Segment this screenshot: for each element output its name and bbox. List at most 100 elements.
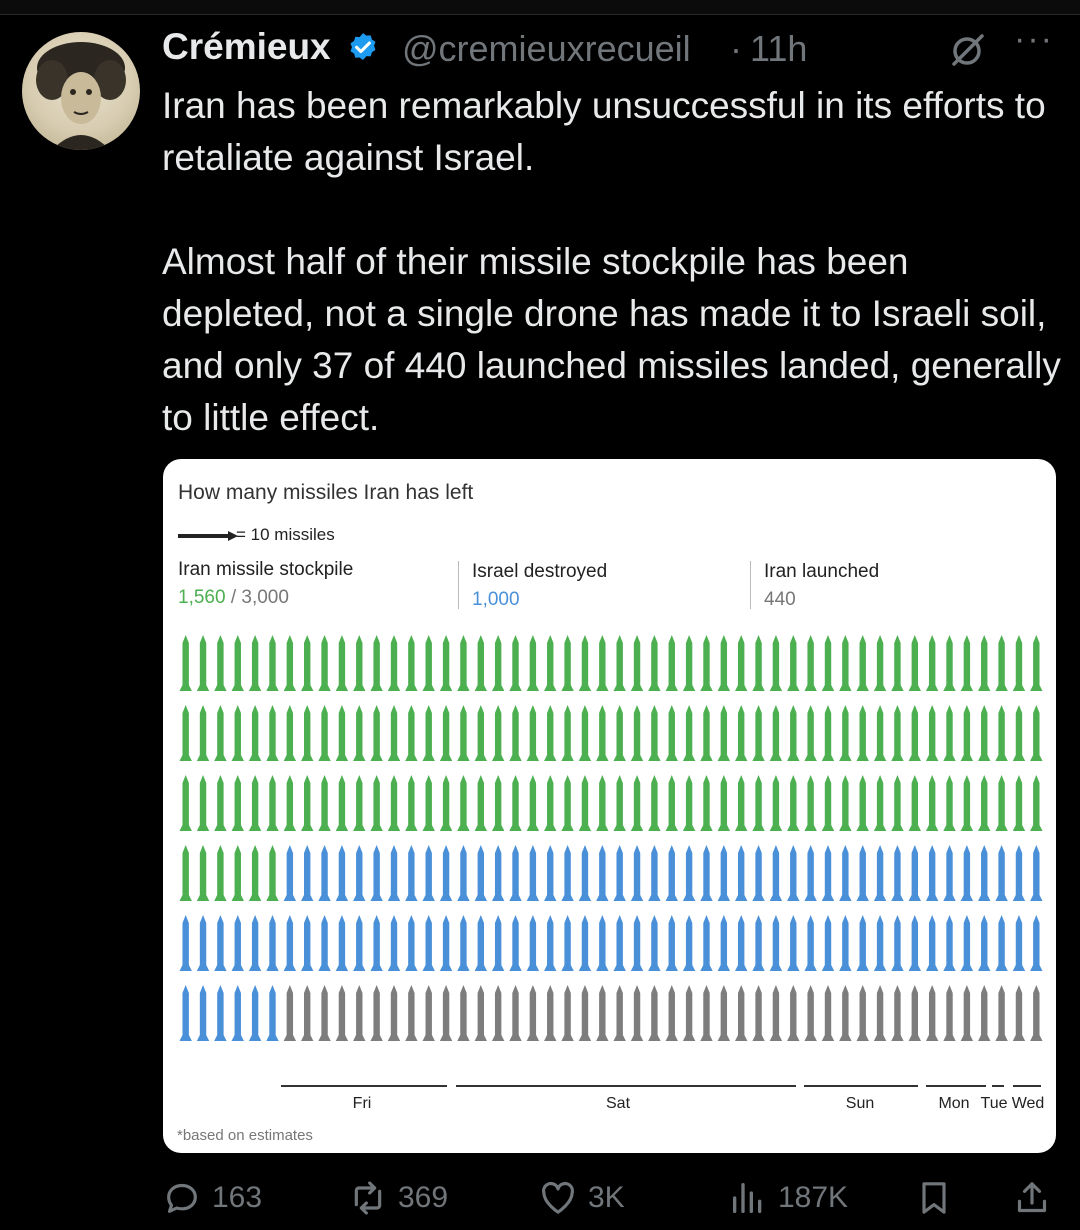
missile-destroyed xyxy=(891,845,904,901)
missile-stockpile xyxy=(248,705,262,761)
missile-destroyed xyxy=(995,845,1008,901)
missile-destroyed xyxy=(509,845,522,901)
missile-stockpile xyxy=(422,705,435,761)
missile-stockpile xyxy=(839,775,852,831)
missile-destroyed xyxy=(387,915,401,971)
missile-launched xyxy=(943,985,956,1041)
missile-destroyed xyxy=(248,985,262,1041)
missile-destroyed xyxy=(613,845,626,901)
missile-destroyed xyxy=(995,915,1008,971)
destroyed-column: Israel destroyed 1,000 xyxy=(458,561,607,610)
missile-destroyed xyxy=(283,915,297,971)
missile-destroyed xyxy=(439,915,453,971)
repost-button[interactable]: 369 xyxy=(348,1175,448,1221)
tweet-paragraph: Iran has been remarkably unsuccessful in… xyxy=(162,85,1046,178)
missile-stockpile xyxy=(648,775,661,831)
day-span-sun xyxy=(804,1085,918,1087)
missile-destroyed xyxy=(457,845,470,901)
bookmark-button[interactable] xyxy=(914,1175,954,1221)
missile-destroyed xyxy=(1030,845,1043,901)
missile-stockpile xyxy=(370,635,383,691)
missile-stockpile xyxy=(856,705,869,761)
missile-stockpile xyxy=(804,775,817,831)
missile-stockpile xyxy=(474,705,487,761)
missile-destroyed xyxy=(474,845,487,901)
missile-stockpile xyxy=(387,705,401,761)
missile-stockpile xyxy=(405,705,418,761)
chart-title: How many missiles Iran has left xyxy=(178,481,474,504)
missile-stockpile xyxy=(700,705,713,761)
author-name[interactable]: Crémieux xyxy=(162,26,331,67)
launched-label: Iran launched xyxy=(764,561,880,582)
missile-stockpile xyxy=(873,775,887,831)
missile-stockpile xyxy=(422,635,435,691)
missile-stockpile xyxy=(943,635,956,691)
missile-destroyed xyxy=(509,915,522,971)
like-button[interactable]: 3K xyxy=(538,1175,625,1221)
missile-destroyed xyxy=(283,845,297,901)
missile-launched xyxy=(526,985,540,1041)
missile-stockpile xyxy=(752,705,765,761)
missile-destroyed xyxy=(1030,915,1043,971)
missile-launched xyxy=(769,985,783,1041)
missile-launched xyxy=(1012,985,1026,1041)
missile-destroyed xyxy=(821,915,835,971)
missile-stockpile xyxy=(196,635,210,691)
missile-destroyed xyxy=(717,845,731,901)
author-handle[interactable]: @cremieuxrecueil xyxy=(402,28,691,69)
views-count: 187K xyxy=(778,1181,849,1214)
missile-destroyed xyxy=(422,915,435,971)
share-button[interactable] xyxy=(1012,1175,1052,1221)
missile-destroyed xyxy=(665,915,678,971)
missile-destroyed xyxy=(353,915,366,971)
missile-destroyed xyxy=(405,845,418,901)
missile-stockpile xyxy=(978,635,991,691)
missile-grid xyxy=(179,635,1043,1041)
missile-stockpile xyxy=(179,705,192,761)
missile-stockpile xyxy=(196,705,210,761)
tweet-timestamp[interactable]: 11h xyxy=(750,28,808,69)
missile-stockpile xyxy=(891,775,904,831)
missile-stockpile xyxy=(231,775,244,831)
missile-stockpile xyxy=(613,775,626,831)
missile-stockpile xyxy=(821,775,835,831)
missile-stockpile xyxy=(266,775,279,831)
missile-destroyed xyxy=(908,915,921,971)
missile-destroyed xyxy=(544,845,557,901)
missile-stockpile xyxy=(231,845,244,901)
missile-launched xyxy=(735,985,748,1041)
missile-launched xyxy=(630,985,644,1041)
missile-stockpile xyxy=(491,775,505,831)
grok-icon[interactable] xyxy=(948,30,988,70)
missile-launched xyxy=(318,985,331,1041)
missile-stockpile xyxy=(335,635,349,691)
reply-button[interactable]: 163 xyxy=(162,1175,262,1221)
missile-stockpile xyxy=(787,635,800,691)
avatar[interactable] xyxy=(22,32,140,150)
missile-stockpile xyxy=(301,775,314,831)
missile-stockpile xyxy=(318,775,331,831)
views-button[interactable]: 187K xyxy=(728,1175,848,1221)
day-span-sat xyxy=(456,1085,796,1087)
missile-stockpile xyxy=(301,635,314,691)
missile-destroyed xyxy=(648,845,661,901)
missile-stockpile xyxy=(578,635,592,691)
bookmark-icon xyxy=(922,1182,946,1214)
more-options-icon[interactable]: ··· xyxy=(1014,20,1054,58)
missile-launched xyxy=(908,985,921,1041)
missile-stockpile xyxy=(248,845,262,901)
missile-destroyed xyxy=(596,915,609,971)
missile-destroyed xyxy=(353,845,366,901)
missile-stockpile xyxy=(214,635,227,691)
missile-stockpile xyxy=(873,705,887,761)
missile-destroyed xyxy=(839,915,852,971)
missile-stockpile xyxy=(856,775,869,831)
missile-destroyed xyxy=(787,845,800,901)
missile-destroyed xyxy=(821,845,835,901)
missile-stockpile xyxy=(283,705,297,761)
missile-destroyed xyxy=(630,845,644,901)
media-card[interactable]: How many missiles Iran has left = 10 mis… xyxy=(163,459,1056,1153)
like-count: 3K xyxy=(588,1181,625,1214)
missile-destroyed xyxy=(752,845,765,901)
missile-stockpile xyxy=(266,705,279,761)
